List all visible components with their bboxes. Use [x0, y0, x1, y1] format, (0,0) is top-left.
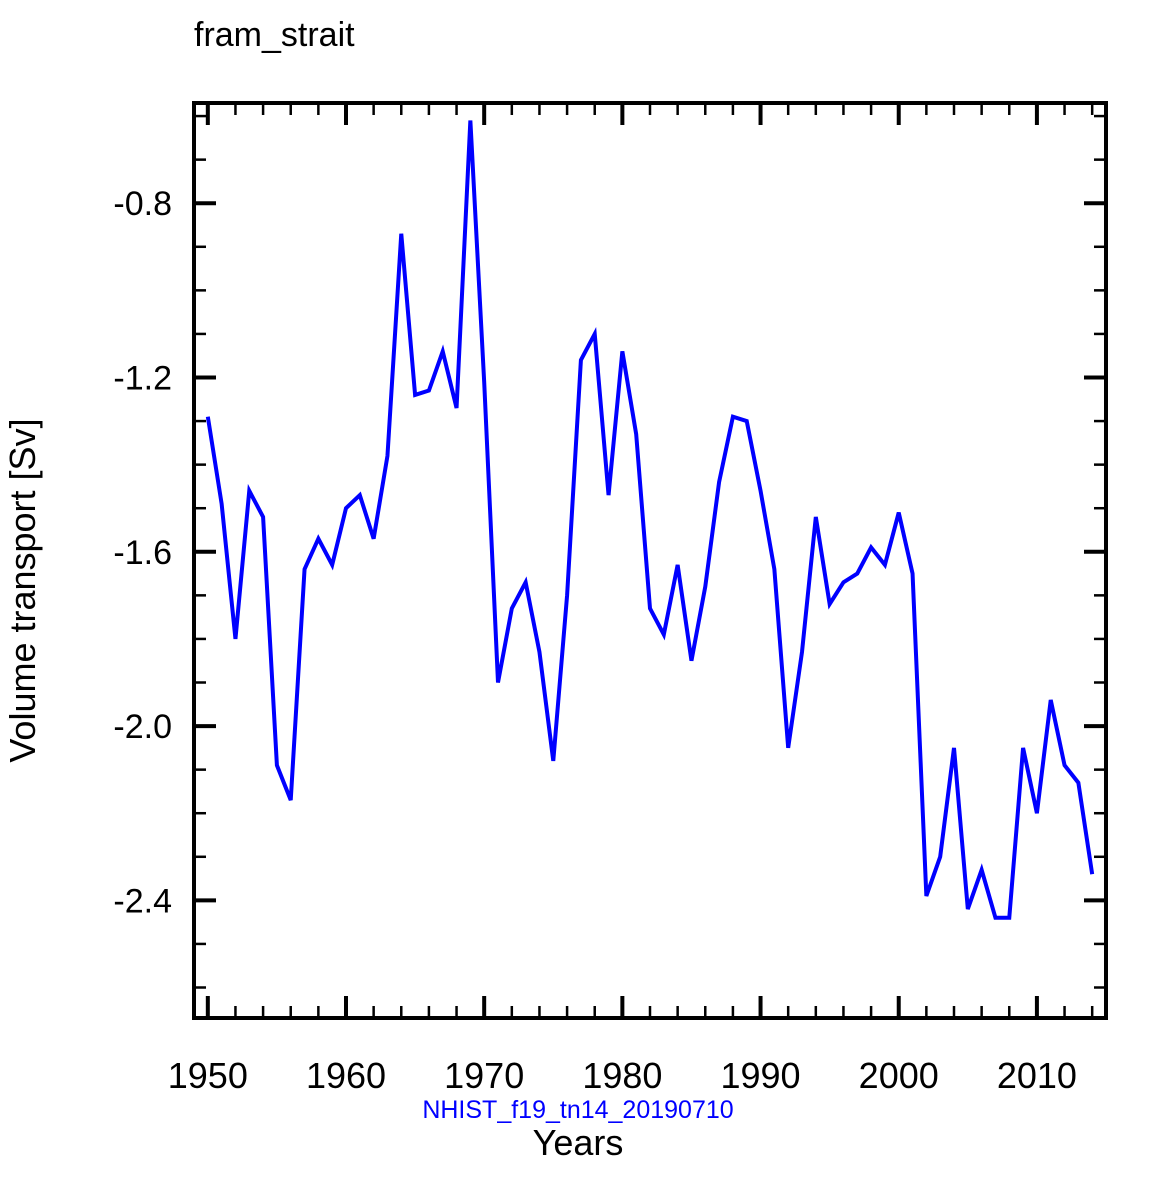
svg-text:2010: 2010 — [997, 1055, 1077, 1096]
svg-text:-2.0: -2.0 — [113, 708, 172, 746]
svg-text:1970: 1970 — [444, 1055, 524, 1096]
series-legend-label: NHIST_f19_tn14_20190710 — [422, 1096, 734, 1124]
svg-text:1960: 1960 — [306, 1055, 386, 1096]
x-axis-label: Years — [532, 1122, 624, 1163]
svg-text:1980: 1980 — [582, 1055, 662, 1096]
svg-text:-1.2: -1.2 — [113, 360, 172, 398]
data-series-line — [205, 120, 1095, 920]
axis-tick-labels: 1950 1960 1970 1980 1990 2000 2010 -0.8 -1.2 -1.6… — [113, 185, 1077, 1096]
svg-text:2000: 2000 — [859, 1055, 939, 1096]
svg-text:-0.8: -0.8 — [113, 185, 172, 223]
svg-text:1950: 1950 — [168, 1055, 248, 1096]
axis-ticks — [194, 103, 1106, 1018]
svg-text:-2.4: -2.4 — [113, 882, 172, 920]
page-title: fram_strait — [194, 16, 355, 54]
series-line — [205, 120, 1095, 920]
svg-text:1990: 1990 — [720, 1055, 800, 1096]
svg-text:-1.6: -1.6 — [113, 534, 172, 572]
